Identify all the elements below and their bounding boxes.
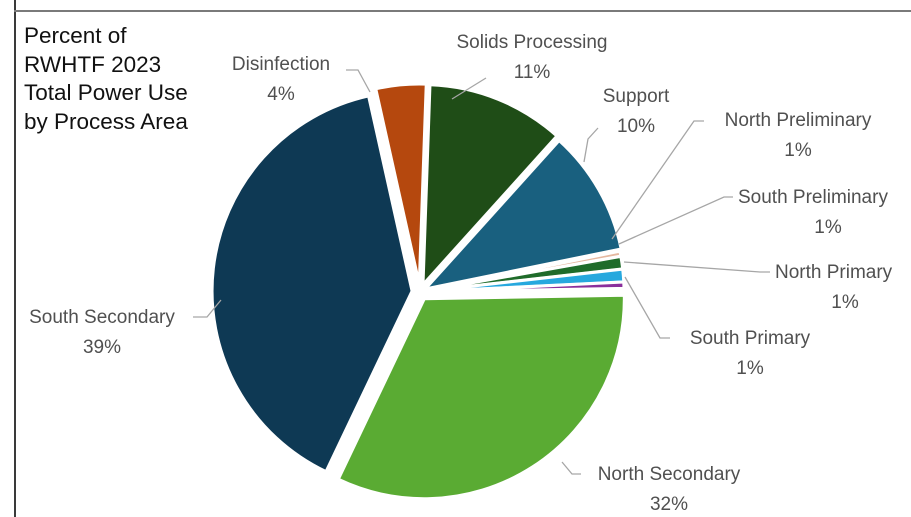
value-disinfection: 4% bbox=[267, 84, 295, 105]
leader-line-south-secondary bbox=[193, 299, 222, 318]
label-solids-processing: Solids Processing bbox=[456, 32, 607, 53]
label-north-primary: North Primary bbox=[775, 262, 893, 283]
value-south-secondary: 39% bbox=[83, 337, 121, 358]
pie-slices bbox=[210, 82, 626, 501]
chart-title-line-3: Total Power Use bbox=[24, 80, 188, 105]
value-north-primary: 1% bbox=[831, 292, 859, 313]
label-support: Support bbox=[603, 86, 670, 107]
leader-line-south-primary bbox=[624, 276, 670, 339]
leader-line-south-preliminary bbox=[618, 196, 733, 245]
leader-line-north-secondary bbox=[561, 461, 581, 475]
value-south-preliminary: 1% bbox=[814, 217, 842, 238]
pie-slice-south-secondary bbox=[210, 94, 414, 474]
label-south-preliminary: South Preliminary bbox=[738, 187, 888, 208]
chart-title-line-1: Percent of bbox=[24, 23, 127, 48]
leader-line-north-primary bbox=[623, 261, 770, 273]
chart-title-line-4: by Process Area bbox=[24, 108, 188, 134]
label-disinfection: Disinfection bbox=[232, 54, 330, 75]
pie-slice-north-secondary bbox=[336, 293, 626, 501]
value-solids-processing: 11% bbox=[514, 62, 551, 83]
leader-line-solids-processing bbox=[451, 77, 487, 100]
value-north-preliminary: 1% bbox=[784, 140, 812, 161]
value-south-primary: 1% bbox=[736, 358, 764, 379]
leader-line-disinfection bbox=[346, 69, 371, 93]
value-support: 10% bbox=[617, 116, 655, 137]
chart-title-line-2: RWHTF 2023 bbox=[24, 51, 162, 77]
chart-border-top bbox=[14, 10, 911, 12]
leader-line-support bbox=[583, 127, 599, 163]
label-north-secondary: North Secondary bbox=[598, 464, 741, 485]
pie-slice-disinfection bbox=[374, 82, 428, 286]
value-north-secondary: 32% bbox=[650, 494, 688, 515]
pie-slice-solids-processing bbox=[421, 83, 559, 287]
label-south-secondary: South Secondary bbox=[29, 307, 175, 328]
chart-border-left bbox=[14, 0, 16, 517]
label-south-primary: South Primary bbox=[690, 328, 811, 349]
leader-lines bbox=[193, 69, 770, 475]
pie-slice-south-primary bbox=[422, 280, 626, 294]
label-north-preliminary: North Preliminary bbox=[725, 110, 872, 131]
chart-title: Percent of RWHTF 2023 Total Power Use by… bbox=[24, 22, 188, 136]
leader-line-north-preliminary bbox=[611, 120, 704, 240]
